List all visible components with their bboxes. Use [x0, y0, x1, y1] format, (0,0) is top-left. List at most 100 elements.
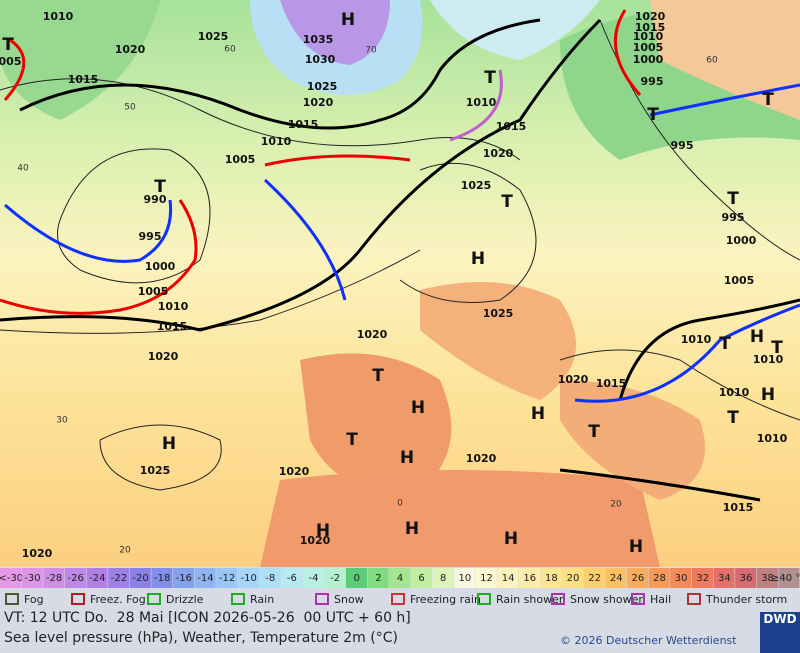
- warm-iberia: [300, 353, 452, 492]
- color-cell: [345, 568, 368, 588]
- temperature-label: 60: [224, 45, 236, 55]
- pressure-center: T: [727, 189, 739, 209]
- temperature-label: 60: [706, 56, 718, 66]
- color-label: -24: [89, 573, 105, 584]
- color-label: 22: [588, 573, 601, 584]
- color-cell: [151, 568, 173, 588]
- pressure-center: H: [531, 404, 545, 424]
- color-cell: [432, 568, 454, 588]
- color-label: 36: [740, 573, 753, 584]
- pressure-label: 1020: [22, 547, 53, 560]
- isobars: [0, 19, 800, 491]
- color-label: 20: [567, 573, 580, 584]
- color-cell: [562, 568, 584, 588]
- color-label: 18: [545, 573, 558, 584]
- color-cell: [497, 568, 519, 588]
- weather-label: Rain shower: [496, 593, 564, 606]
- pressure-label: 1020: [115, 43, 146, 56]
- pressure-label: 995: [641, 75, 664, 88]
- pressure-label: 1015: [635, 21, 666, 34]
- legend: <-30 -30 -28 -26 -24 -22 -20 -18 -16 -14 -12 -10 -8-…: [0, 567, 800, 612]
- color-cell: [86, 568, 108, 588]
- temperature-label: 40: [17, 164, 29, 174]
- temperature-label: 20: [610, 500, 622, 510]
- pressure-center: T: [154, 177, 166, 197]
- color-cell: [64, 568, 86, 588]
- pressure-label: 1020: [635, 10, 666, 23]
- color-label: 10: [458, 573, 471, 584]
- cold-core: [280, 0, 390, 65]
- pressure-center: T: [484, 68, 496, 88]
- weather-label: Freezing rain: [410, 593, 481, 606]
- pressure-label: 1015: [596, 377, 627, 390]
- warm-northeast: [650, 0, 800, 120]
- color-cell: [129, 568, 151, 588]
- weather-icon: [631, 593, 645, 605]
- pressure-label: 1030: [305, 53, 336, 66]
- color-cell: [194, 568, 216, 588]
- color-label: 14: [502, 573, 515, 584]
- pressure-center: H: [405, 519, 419, 539]
- pressure-label: 005: [0, 55, 21, 68]
- pressure-label: 1000: [633, 53, 664, 66]
- color-cell: [172, 568, 195, 588]
- pressure-label: 1005: [225, 153, 256, 166]
- pressure-label: 1015: [157, 320, 188, 333]
- color-label: 32: [696, 573, 709, 584]
- warm-front: [264, 154, 411, 167]
- pressure-label: 1010: [261, 135, 292, 148]
- warm-front: [3, 38, 26, 101]
- weather-label: Thunder storm: [705, 593, 787, 606]
- color-label: 4: [397, 573, 403, 584]
- green-west: [0, 0, 160, 120]
- color-label: -30: [24, 573, 40, 584]
- color-cell: [43, 568, 65, 588]
- pressure-label: 1010: [719, 386, 750, 399]
- pressure-label: 1010: [158, 300, 189, 313]
- pressure-label: 1015: [288, 118, 319, 131]
- pressure-label: 1020: [466, 452, 497, 465]
- color-cell: [735, 568, 757, 588]
- pressure-label: 1010: [753, 353, 784, 366]
- color-cell: [281, 568, 303, 588]
- color-cell: [691, 568, 714, 588]
- color-cell: [216, 568, 238, 588]
- color-label: 0: [354, 573, 360, 584]
- pressure-center: H: [629, 537, 643, 557]
- color-label: -22: [111, 573, 127, 584]
- color-label: -16: [176, 573, 192, 584]
- color-label: 30: [675, 573, 688, 584]
- pressure-center: T: [771, 338, 783, 358]
- color-label: 16: [523, 573, 536, 584]
- pressure-label: 1020: [300, 534, 331, 547]
- pressure-label: 1010: [681, 333, 712, 346]
- color-cell: [302, 568, 324, 588]
- warm-africa: [260, 470, 660, 567]
- pressure-label: 1025: [461, 179, 492, 192]
- color-label: -12: [219, 573, 235, 584]
- color-cell: [756, 568, 778, 588]
- pressure-label: 1010: [43, 10, 74, 23]
- pressure-center: H: [761, 385, 775, 405]
- pressure-label: 1000: [145, 260, 176, 273]
- pressure-label: 1025: [140, 464, 171, 477]
- pressure-label: 990: [144, 193, 167, 206]
- logo: DWD: [760, 612, 800, 653]
- warm-balkans: [560, 380, 705, 500]
- warm-front: [613, 9, 642, 96]
- cold-front: [263, 178, 347, 301]
- weather-label: Drizzle: [166, 593, 204, 606]
- color-label: -20: [132, 573, 148, 584]
- pressure-label: 1025: [483, 307, 514, 320]
- pressure-label: 1020: [357, 328, 388, 341]
- color-cell: [389, 568, 411, 588]
- pressure-label: 1020: [303, 96, 334, 109]
- valid-time: VT: 12 UTC Do. 28 Mai [ICON 2026-05-26 0…: [4, 610, 411, 626]
- pressure-center: T: [346, 430, 358, 450]
- color-label: -4: [309, 573, 319, 584]
- color-cell: [324, 568, 346, 588]
- pressure-center: T: [647, 105, 659, 125]
- pressure-center: H: [504, 529, 518, 549]
